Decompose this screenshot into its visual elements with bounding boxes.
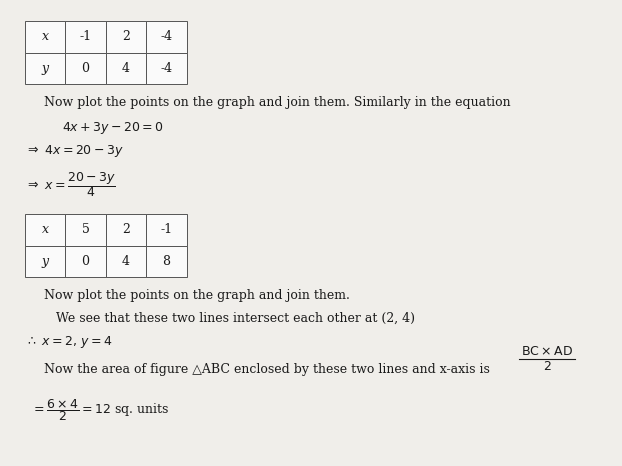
Bar — [146, 246, 187, 277]
Text: y: y — [42, 62, 49, 75]
Bar — [25, 21, 65, 53]
Bar — [25, 246, 65, 277]
Bar — [25, 214, 65, 246]
Text: $= \dfrac{6 \times 4}{2} = 12$ sq. units: $= \dfrac{6 \times 4}{2} = 12$ sq. units — [31, 397, 170, 424]
Text: 5: 5 — [81, 223, 90, 236]
Text: 4: 4 — [122, 255, 130, 268]
Bar — [146, 21, 187, 53]
Text: x: x — [42, 223, 49, 236]
Bar — [106, 21, 146, 53]
Bar — [65, 53, 106, 84]
Text: Now plot the points on the graph and join them.: Now plot the points on the graph and joi… — [44, 289, 350, 302]
Bar — [25, 53, 65, 84]
Bar — [106, 246, 146, 277]
Bar — [106, 214, 146, 246]
Text: $2$: $2$ — [543, 360, 552, 373]
Bar — [65, 21, 106, 53]
Bar — [146, 214, 187, 246]
Text: 0: 0 — [81, 62, 90, 75]
Text: -4: -4 — [160, 62, 172, 75]
Text: y: y — [42, 255, 49, 268]
Bar — [146, 53, 187, 84]
Text: $\Rightarrow$ $4x = 20 - 3y$: $\Rightarrow$ $4x = 20 - 3y$ — [25, 143, 124, 158]
Text: 2: 2 — [122, 223, 130, 236]
Text: -1: -1 — [80, 30, 91, 43]
Text: -1: -1 — [160, 223, 172, 236]
Text: We see that these two lines intersect each other at (2, 4): We see that these two lines intersect ea… — [56, 311, 415, 324]
Text: $\therefore$ $x = 2,\, y = 4$: $\therefore$ $x = 2,\, y = 4$ — [25, 334, 113, 350]
Text: $\Rightarrow$ $x = \dfrac{20 - 3y}{4}$: $\Rightarrow$ $x = \dfrac{20 - 3y}{4}$ — [25, 170, 116, 199]
Text: 4: 4 — [122, 62, 130, 75]
Text: 0: 0 — [81, 255, 90, 268]
Text: Now the area of figure △ABC enclosed by these two lines and x-axis is: Now the area of figure △ABC enclosed by … — [44, 363, 490, 376]
Text: Now plot the points on the graph and join them. Similarly in the equation: Now plot the points on the graph and joi… — [44, 96, 510, 109]
Bar — [65, 246, 106, 277]
Bar — [106, 53, 146, 84]
Text: x: x — [42, 30, 49, 43]
Bar — [65, 214, 106, 246]
Text: 8: 8 — [162, 255, 170, 268]
Text: $4x + 3y - 20 = 0$: $4x + 3y - 20 = 0$ — [62, 120, 164, 136]
Text: $\mathrm{BC} \times \mathrm{AD}$: $\mathrm{BC} \times \mathrm{AD}$ — [521, 345, 573, 358]
Text: 2: 2 — [122, 30, 130, 43]
Text: -4: -4 — [160, 30, 172, 43]
